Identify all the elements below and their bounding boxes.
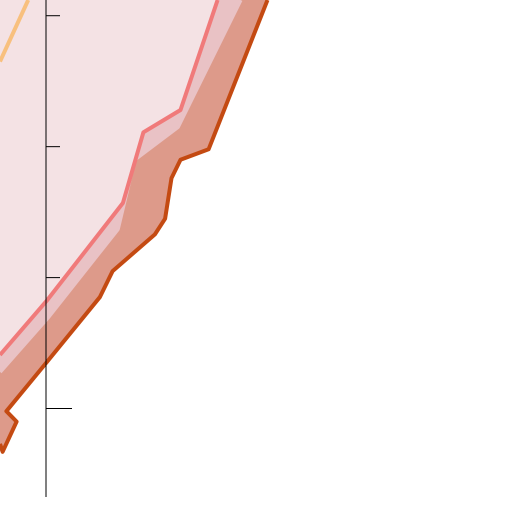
series-line [0, 0, 270, 454]
area-fill [0, 0, 218, 355]
series-line [0, 0, 220, 357]
series-line [0, 0, 31, 63]
